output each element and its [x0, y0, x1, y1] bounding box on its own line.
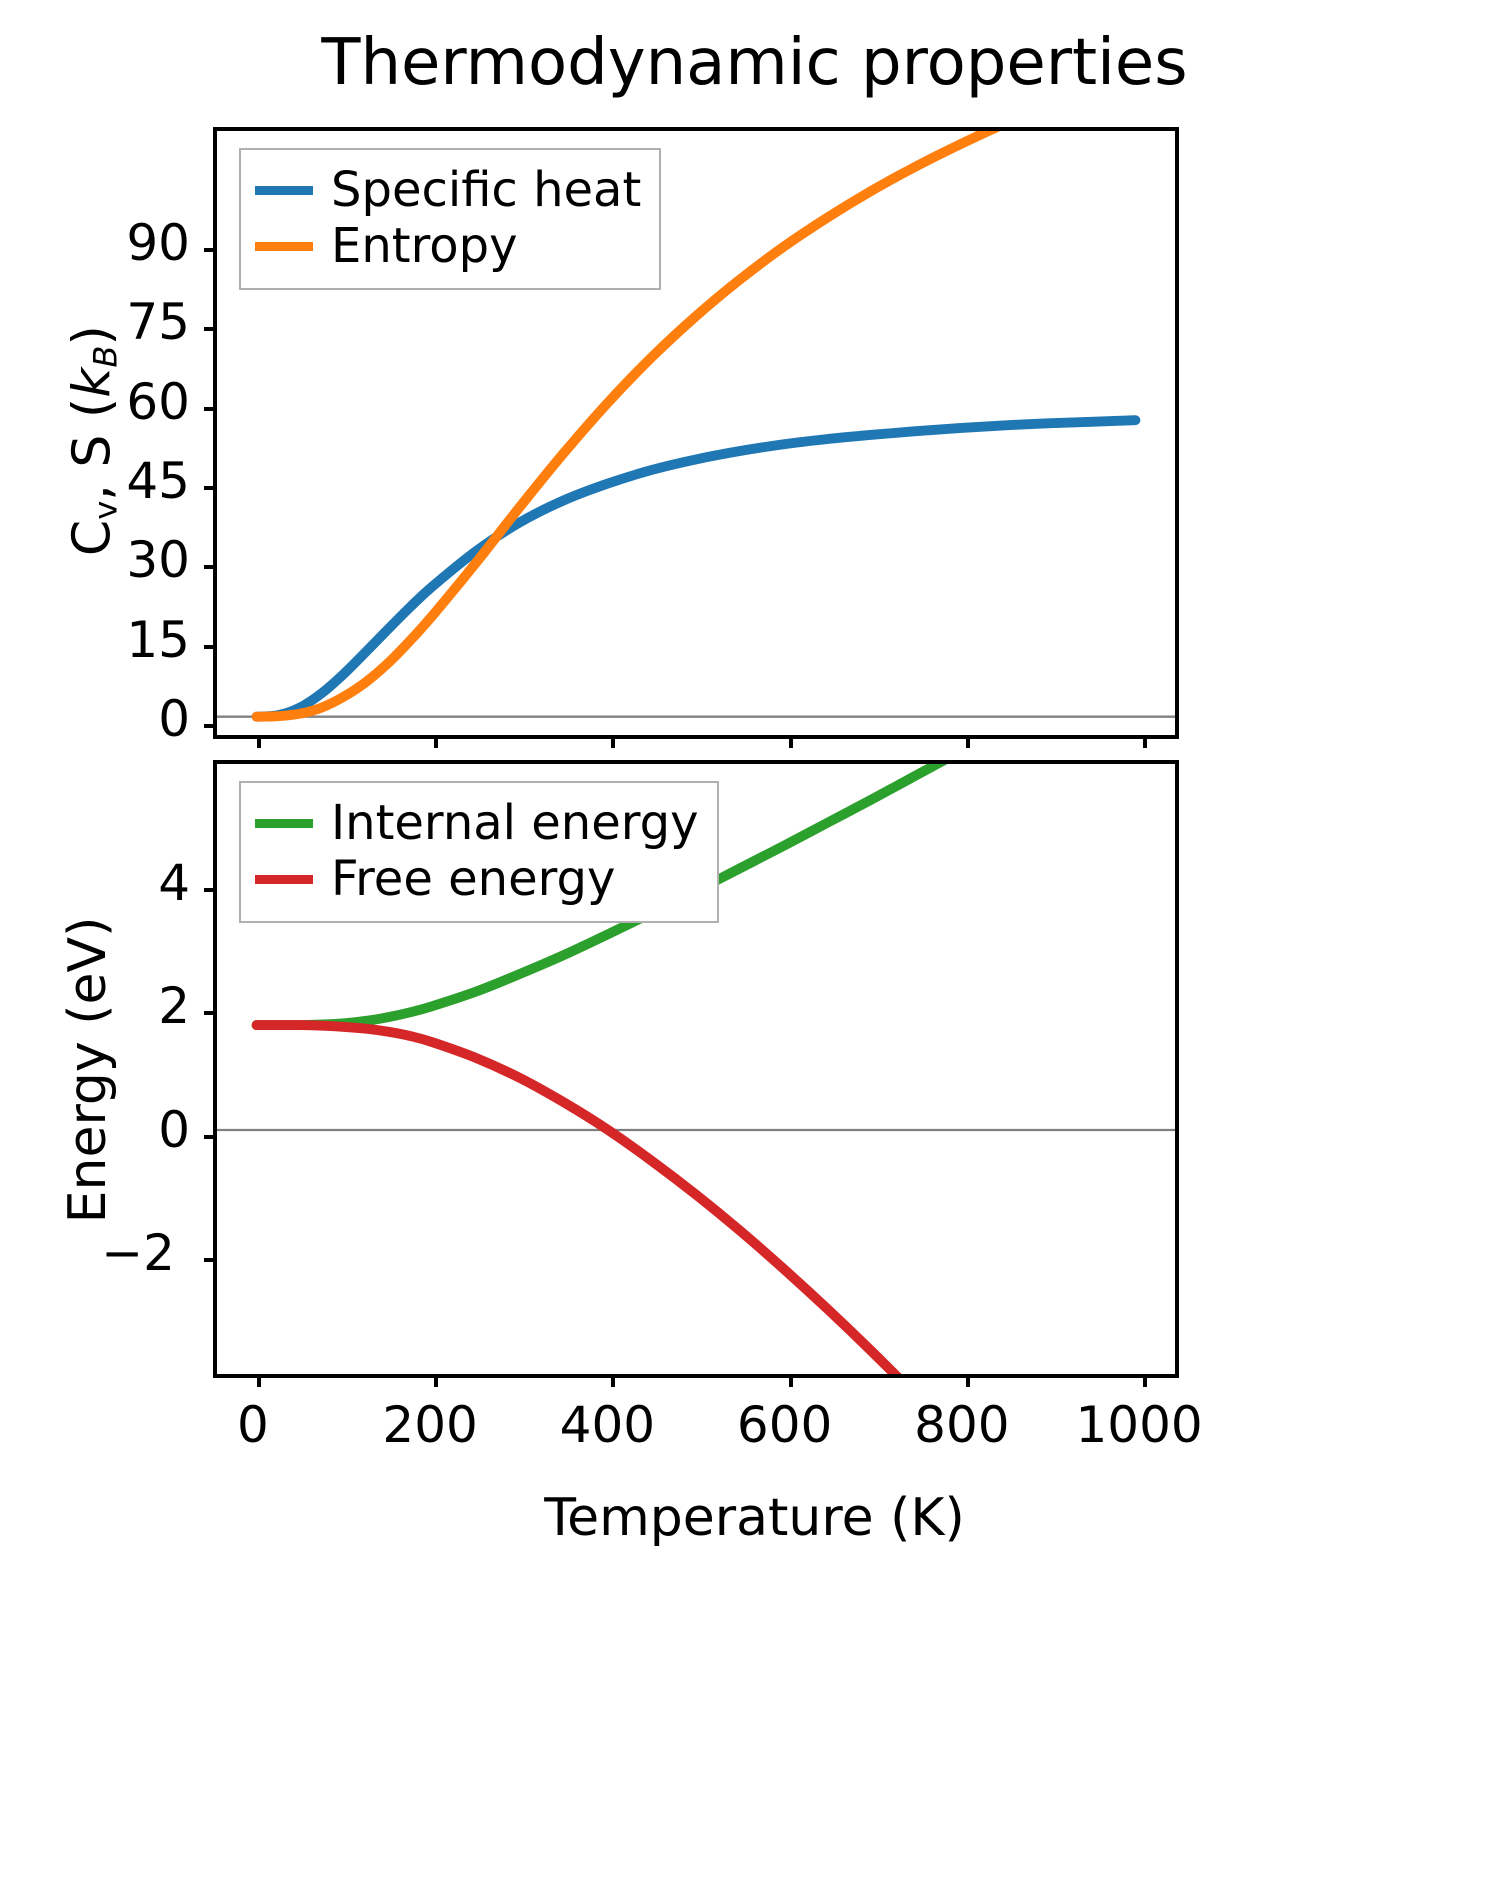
legend-lower-panel: Internal energy Free energy — [239, 781, 719, 923]
legend-swatch-free-energy — [255, 874, 313, 884]
xtick-800-bottom — [965, 1374, 970, 1387]
yaxis-label-lower: Energy (eV) — [58, 916, 118, 1224]
yticklabel-0-lower: 0 — [158, 1100, 190, 1159]
yticklabel-neg2-lower: −2 — [101, 1224, 175, 1283]
xtick-200-top — [434, 735, 439, 748]
yticklabel-15-upper: 15 — [126, 610, 190, 669]
ytick--2-bottom — [204, 1258, 217, 1263]
xtick-1000-bottom — [1143, 1374, 1148, 1387]
xtick-600-top — [788, 735, 793, 748]
curve-entropy — [251, 131, 1001, 722]
ytick-2-bottom — [204, 1011, 217, 1016]
yticklabel-2-lower: 2 — [158, 977, 190, 1036]
xtick-800-top — [965, 735, 970, 748]
ytick-45-top — [204, 486, 217, 490]
xtick-200-bottom — [434, 1374, 439, 1387]
yticklabel-90-upper: 90 — [126, 213, 190, 272]
legend-label-entropy: Entropy — [331, 218, 518, 274]
xticklabel-600: 600 — [736, 1396, 833, 1454]
legend-item-specific-heat: Specific heat — [255, 162, 641, 218]
ytick-30-top — [204, 565, 217, 570]
legend-label-specific-heat: Specific heat — [331, 162, 642, 218]
ytick-4-bottom — [204, 887, 217, 892]
xticklabel-400: 400 — [559, 1396, 656, 1454]
curve-specific-heat — [251, 415, 1141, 722]
xtick-600-bottom — [788, 1374, 793, 1387]
xtick-400-top — [611, 735, 616, 748]
legend-item-internal-energy: Internal energy — [255, 795, 699, 851]
ytick-15-top — [204, 644, 217, 649]
ytick-75-top — [204, 327, 217, 332]
upper-panel-plot-area — [217, 131, 1175, 722]
ytick-0-bottom — [204, 1134, 217, 1139]
xticklabel-1000: 1000 — [1075, 1396, 1203, 1454]
legend-swatch-specific-heat — [255, 185, 313, 195]
yticklabel-4-lower: 4 — [158, 853, 190, 912]
ytick-60-top — [204, 406, 217, 411]
yticklabel-0-upper: 0 — [158, 690, 190, 749]
legend-label-internal-energy: Internal energy — [331, 795, 699, 851]
legend-item-entropy: Entropy — [255, 218, 641, 274]
xaxis-label: Temperature (K) — [544, 1488, 965, 1548]
xticklabel-800: 800 — [914, 1396, 1010, 1454]
axes-lower-panel: Internal energy Free energy — [204, 760, 1179, 1387]
xticklabel-200: 200 — [382, 1396, 478, 1454]
yticklabel-45-upper: 45 — [126, 452, 190, 510]
xticklabel-0: 0 — [236, 1396, 269, 1454]
legend-label-free-energy: Free energy — [331, 851, 616, 907]
legend-upper-panel: Specific heat Entropy — [239, 148, 662, 290]
legend-swatch-internal-energy — [255, 818, 313, 828]
curve-free-energy — [251, 1020, 902, 1374]
ytick-90-top — [204, 247, 217, 252]
yaxis-label-upper: Cv, S (kB) — [62, 325, 125, 557]
figure-title: Thermodynamic properties — [321, 26, 1188, 100]
axes-upper-panel: Specific heat Entropy — [204, 127, 1179, 748]
yticklabel-60-upper: 60 — [126, 372, 190, 431]
lower-panel-plot-area — [217, 764, 1175, 1374]
ytick-0-top — [204, 724, 217, 729]
yticklabel-75-upper: 75 — [126, 293, 190, 352]
xtick-1000-top — [1143, 735, 1148, 748]
xtick-400-bottom — [611, 1374, 616, 1387]
xtick-0-top — [256, 735, 261, 748]
yticklabel-30-upper: 30 — [126, 531, 190, 590]
legend-swatch-entropy — [255, 241, 313, 251]
xtick-0-bottom — [256, 1374, 261, 1387]
legend-item-free-energy: Free energy — [255, 851, 699, 907]
